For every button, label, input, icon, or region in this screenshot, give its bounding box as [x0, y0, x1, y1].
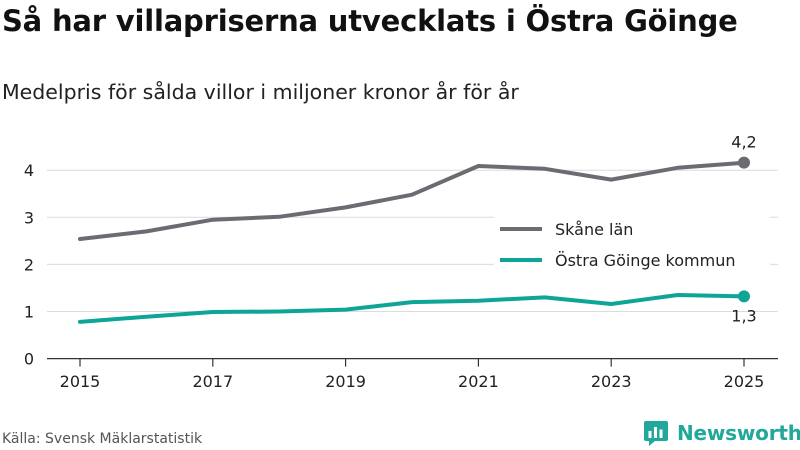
chart-title: Så har villapriserna utvecklats i Östra … [2, 4, 738, 38]
x-tick-label: 2017 [192, 372, 233, 391]
line-chart: 0 1 2 3 4 2015 2017 2019 2021 2023 2025 4,2 1,3 Skåne… [24, 133, 778, 391]
chart-subtitle: Medelpris för sålda villor i miljoner kr… [2, 80, 519, 104]
newsworthy-logo-icon [644, 421, 668, 446]
legend-background [494, 212, 770, 274]
x-tick-label: 2021 [458, 372, 499, 391]
series-end-point [738, 290, 750, 303]
legend-label: Skåne län [555, 220, 633, 239]
x-tick-label: 2015 [60, 372, 101, 391]
brand-name: Newsworthy [677, 421, 800, 445]
y-tick-label: 3 [24, 208, 34, 227]
y-tick-label: 2 [24, 255, 34, 274]
y-tick-label: 1 [24, 303, 34, 322]
source-note: Källa: Svensk Mäklarstatistik [2, 431, 203, 447]
series-line [78, 293, 746, 324]
end-value-label: 1,3 [731, 306, 756, 325]
x-tick-label: 2023 [591, 372, 632, 391]
y-tick-label: 0 [24, 350, 34, 369]
series-line [78, 160, 746, 241]
end-value-label: 4,2 [731, 133, 756, 152]
y-tick-label: 4 [24, 161, 34, 180]
x-tick-label: 2025 [724, 372, 765, 391]
brand-logo: Newsworthy [643, 418, 800, 448]
legend-label: Östra Göinge kommun [555, 251, 735, 270]
x-tick-label: 2019 [325, 372, 366, 391]
series-end-point [738, 156, 750, 169]
